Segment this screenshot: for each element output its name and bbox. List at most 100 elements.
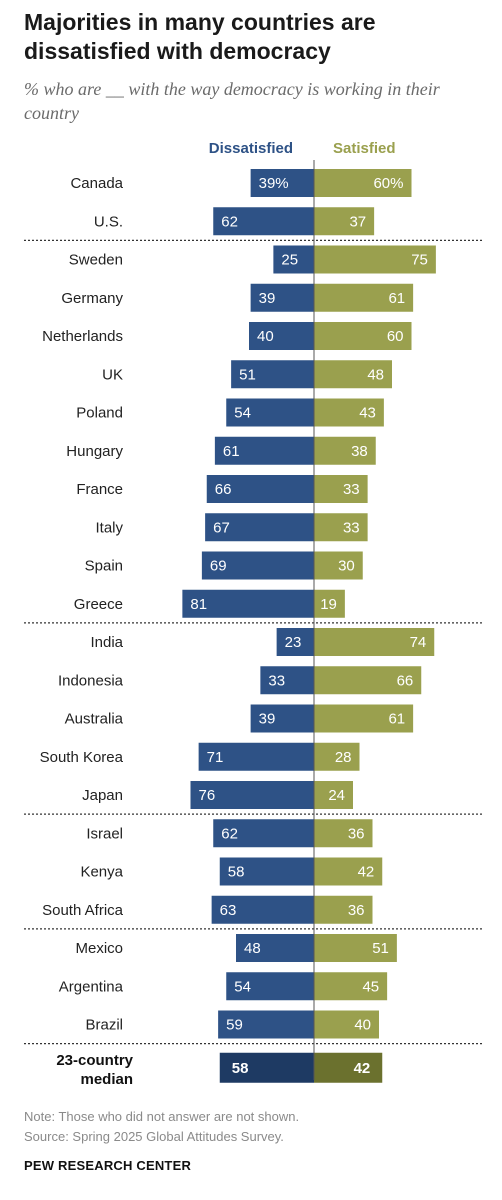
category-label: UK [102,366,123,383]
bar-satisfied [314,704,414,733]
category-label: Argentina [59,978,124,995]
category-label: Netherlands [42,328,123,345]
category-label: Greece [74,596,123,613]
value-label-dissatisfied: 63 [220,902,237,919]
category-label: Hungary [66,443,123,460]
value-label-dissatisfied: 25 [281,252,298,269]
bar-satisfied [314,628,435,656]
value-label-satisfied: 66 [397,672,414,689]
value-label-satisfied: 43 [359,405,376,422]
value-label-satisfied: 61 [388,290,405,307]
value-label-satisfied: 30 [338,558,355,575]
bar-satisfied [314,475,368,503]
category-label: Indonesia [58,672,124,689]
category-label: Spain [85,558,123,575]
footnote: Note: Those who did not answer are not s… [24,1107,299,1147]
value-label-satisfied: 36 [348,825,365,842]
brand-logo-text: PEW RESEARCH CENTER [24,1158,192,1173]
bar-dissatisfied [213,207,314,236]
bar-satisfied [314,283,414,312]
bar-dissatisfied [205,513,314,542]
legend-satisfied: Satisfied [333,140,396,157]
value-label-dissatisfied: 39 [259,290,276,307]
bar-dissatisfied [250,169,314,197]
value-label-satisfied: 38 [351,443,368,460]
bar-dissatisfied [273,245,314,274]
bar-satisfied [314,398,384,427]
value-label-dissatisfied: 81 [190,596,207,613]
category-label: India [90,634,123,651]
value-label-satisfied: 37 [349,213,366,230]
bar-dissatisfied [260,666,314,695]
bar-satisfied [314,322,412,350]
bar-dissatisfied [250,704,314,733]
median-label-line2: median [80,1071,133,1088]
bar-dissatisfied [276,628,314,656]
category-label: France [76,481,123,498]
category-label: Canada [70,175,123,192]
bar-satisfied [314,551,363,580]
value-label-dissatisfied: 54 [234,405,251,422]
value-label-dissatisfied: 69 [210,558,227,575]
bar-satisfied [314,360,392,389]
bar-satisfied [314,895,373,924]
bar-dissatisfied [226,972,314,1001]
bar-satisfied [314,1010,379,1039]
diverging-bar-chart: Dissatisfied Satisfied Canada 39% 60% U.S. 62 3… [24,140,482,1088]
category-label: U.S. [94,213,123,230]
bar-satisfied [314,245,436,274]
category-label: Brazil [85,1017,123,1034]
value-label-satisfied: 19 [320,596,337,613]
value-label-satisfied: 51 [372,940,389,957]
value-label-dissatisfied: 62 [221,213,238,230]
value-label-dissatisfied: 58 [228,864,245,881]
value-label-satisfied: 33 [343,481,360,498]
bar-dissatisfied [182,589,314,618]
value-label-dissatisfied: 71 [207,749,224,766]
bar-dissatisfied [190,781,314,809]
value-label-satisfied: 48 [367,366,384,383]
value-label-satisfied: 45 [362,978,379,995]
category-label: Kenya [80,864,123,881]
chart-subtitle: % who are __ with the way democracy is w… [24,79,440,123]
bar-satisfied [314,742,360,771]
bar-dissatisfied [250,283,314,312]
value-label-dissatisfied: 23 [285,634,302,651]
bar-dissatisfied [218,1010,314,1039]
source-text: Source: Spring 2025 Global Attitudes Sur… [24,1129,284,1144]
median-bar-dissatisfied [219,1052,314,1083]
bar-dissatisfied [226,398,314,427]
value-label-dissatisfied: 66 [215,481,232,498]
chart-title: Majorities in many countries are dissati… [24,9,376,64]
bar-satisfied [314,666,422,695]
value-label-dissatisfied: 40 [257,328,274,345]
bar-satisfied [314,819,373,848]
bar-dissatisfied [211,895,314,924]
value-label-satisfied: 61 [388,711,405,728]
value-label-dissatisfied: 51 [239,366,256,383]
value-label-dissatisfied: 39 [259,711,276,728]
bar-dissatisfied [206,475,314,503]
value-label-dissatisfied: 48 [244,940,261,957]
note-text: Note: Those who did not answer are not s… [24,1109,300,1124]
bar-dissatisfied [249,322,314,350]
value-label-satisfied: 40 [354,1017,371,1034]
bar-satisfied [314,513,368,542]
bar-satisfied [314,589,345,618]
bar-satisfied [314,781,353,809]
value-label-satisfied: 74 [410,634,427,651]
value-label-satisfied: 24 [328,787,345,804]
category-label: Mexico [75,940,123,957]
value-label-satisfied: 36 [348,902,365,919]
bar-dissatisfied [231,360,314,389]
median-value-dissatisfied: 58 [232,1060,249,1077]
category-label: Australia [65,711,124,728]
bar-satisfied [314,934,397,962]
bar-satisfied [314,857,383,886]
category-label: Poland [76,405,123,422]
bar-dissatisfied [201,551,314,580]
value-label-dissatisfied: 33 [268,672,285,689]
category-label: South Korea [40,749,124,766]
bar-satisfied [314,169,412,197]
category-label: South Africa [42,902,124,919]
